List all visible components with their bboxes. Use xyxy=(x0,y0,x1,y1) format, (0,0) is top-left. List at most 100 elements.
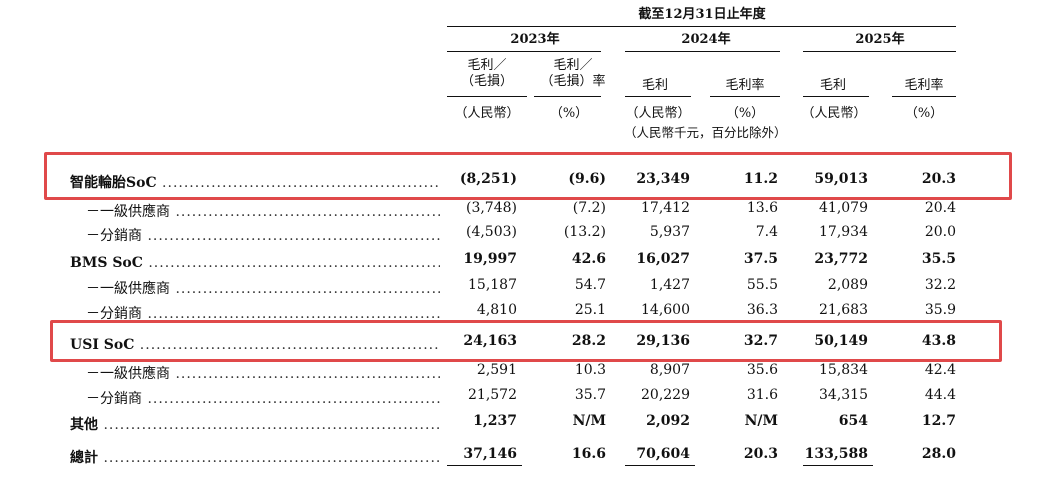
leader-dots: ........................................… xyxy=(175,204,440,219)
table-cell: 13.6 xyxy=(746,200,778,216)
table-cell: (3,748) xyxy=(465,200,517,216)
row-label-text: 智能輪胎SoC xyxy=(70,175,157,190)
table-cell: (13.2) xyxy=(563,224,606,240)
total-rule-3 xyxy=(803,465,873,466)
row-label-text: －分銷商 xyxy=(86,228,142,243)
table-cell: 50,149 xyxy=(814,333,868,349)
table-cell: 59,013 xyxy=(814,171,868,187)
table-cell: 2,092 xyxy=(646,413,690,429)
table-cell: 133,588 xyxy=(804,446,868,462)
col-header-2025-gm: 毛利率 xyxy=(904,78,944,93)
table-cell: 32.2 xyxy=(924,277,956,293)
leader-dots: ........................................… xyxy=(175,366,440,381)
unit-2024-gp: （人民幣） xyxy=(625,106,691,121)
col-header-2023-gp: 毛利／ （毛損） xyxy=(460,58,513,89)
table-cell: 16.6 xyxy=(571,446,606,462)
table-cell: 55.5 xyxy=(746,277,778,293)
year-2024: 2024年 xyxy=(681,32,731,47)
table-cell: 23,349 xyxy=(636,171,690,187)
leader-dots: ........................................… xyxy=(147,391,440,406)
unit-note: （人民幣千元，百分比除外） xyxy=(624,125,787,140)
table-cell: 17,934 xyxy=(819,224,868,240)
highlight-tire-soc xyxy=(44,152,1012,200)
leader-dots: ........................................… xyxy=(175,281,440,296)
table-cell: 35.9 xyxy=(924,302,956,318)
table-cell: 25.1 xyxy=(574,302,606,318)
table-cell: 2,591 xyxy=(476,362,517,378)
row-label: 智能輪胎SoC ................................… xyxy=(70,172,440,190)
table-cell: 37.5 xyxy=(743,251,778,267)
row-label-text: －分銷商 xyxy=(86,391,142,406)
col-header-2025-gp: 毛利 xyxy=(819,78,846,93)
table-cell: 29,136 xyxy=(636,333,690,349)
table-cell: N/M xyxy=(572,413,606,429)
table-cell: (4,503) xyxy=(465,224,517,240)
table-cell: 4,810 xyxy=(476,302,517,318)
leader-dots: ........................................… xyxy=(103,450,440,465)
table-cell: 35.7 xyxy=(574,387,606,403)
total-rule-1 xyxy=(447,465,522,466)
table-cell: N/M xyxy=(744,413,778,429)
table-cell: 7.4 xyxy=(755,224,778,240)
table-cell: 54.7 xyxy=(574,277,606,293)
row-label: －一級供應商 .................................… xyxy=(86,278,440,296)
row-label: －一級供應商 .................................… xyxy=(86,363,440,381)
table-cell: 35.5 xyxy=(921,251,956,267)
unit-2025-gm: （%） xyxy=(904,106,944,121)
table-cell: (8,251) xyxy=(459,171,517,187)
table-cell: 41,079 xyxy=(819,200,868,216)
table-cell: 21,683 xyxy=(819,302,868,318)
table-cell: 21,572 xyxy=(468,387,517,403)
table-cell: 36.3 xyxy=(746,302,778,318)
table-cell: 15,187 xyxy=(468,277,517,293)
col-rule-1 xyxy=(447,96,527,97)
leader-dots: ........................................… xyxy=(148,255,440,270)
leader-dots: ........................................… xyxy=(147,306,440,321)
leader-dots: ........................................… xyxy=(103,417,440,432)
row-label-text: 總計 xyxy=(70,450,98,465)
table-cell: 42.6 xyxy=(571,251,606,267)
table-cell: 24,163 xyxy=(463,333,517,349)
unit-2024-gm: （%） xyxy=(725,106,765,121)
col-header-2024-gm: 毛利率 xyxy=(725,78,765,93)
table-cell: 20.3 xyxy=(743,446,778,462)
table-cell: 28.2 xyxy=(571,333,606,349)
row-label: 總計 .....................................… xyxy=(70,447,440,465)
col-rule-6 xyxy=(892,96,956,97)
table-cell: 20.4 xyxy=(924,200,956,216)
table-cell: 23,772 xyxy=(814,251,868,267)
table-cell: 10.3 xyxy=(574,362,606,378)
table-cell: 20.3 xyxy=(921,171,956,187)
table-cell: (9.6) xyxy=(568,171,606,187)
row-label-text: －一級供應商 xyxy=(86,281,170,296)
table-cell: 8,907 xyxy=(649,362,690,378)
period-rule xyxy=(447,26,956,27)
table-cell: 1,237 xyxy=(473,413,517,429)
row-label: －一級供應商 .................................… xyxy=(86,201,440,219)
row-label-text: －一級供應商 xyxy=(86,204,170,219)
row-label: 其他 .....................................… xyxy=(70,414,440,432)
col-rule-4 xyxy=(710,96,780,97)
unit-2023-gm: （%） xyxy=(549,106,589,121)
table-cell: 28.0 xyxy=(921,446,956,462)
row-label-text: －一級供應商 xyxy=(86,366,170,381)
col-rule-2 xyxy=(534,96,601,97)
year-2023: 2023年 xyxy=(510,32,560,47)
row-label-text: BMS SoC xyxy=(70,255,143,270)
year-2025-rule xyxy=(803,51,956,52)
row-label: BMS SoC ................................… xyxy=(70,252,440,270)
table-cell: 44.4 xyxy=(924,387,956,403)
leader-dots: ........................................… xyxy=(147,228,440,243)
table-cell: 37,146 xyxy=(463,446,517,462)
table-cell: 34,315 xyxy=(819,387,868,403)
table-cell: 31.6 xyxy=(746,387,778,403)
table-cell: 2,089 xyxy=(827,277,868,293)
table-cell: 12.7 xyxy=(921,413,956,429)
table-cell: 1,427 xyxy=(649,277,690,293)
row-label: －分銷商 ...................................… xyxy=(86,225,440,243)
table-cell: 43.8 xyxy=(921,333,956,349)
unit-2025-gp: （人民幣） xyxy=(801,106,867,121)
table-cell: 70,604 xyxy=(636,446,690,462)
col-rule-5 xyxy=(803,96,869,97)
row-label-text: －分銷商 xyxy=(86,306,142,321)
